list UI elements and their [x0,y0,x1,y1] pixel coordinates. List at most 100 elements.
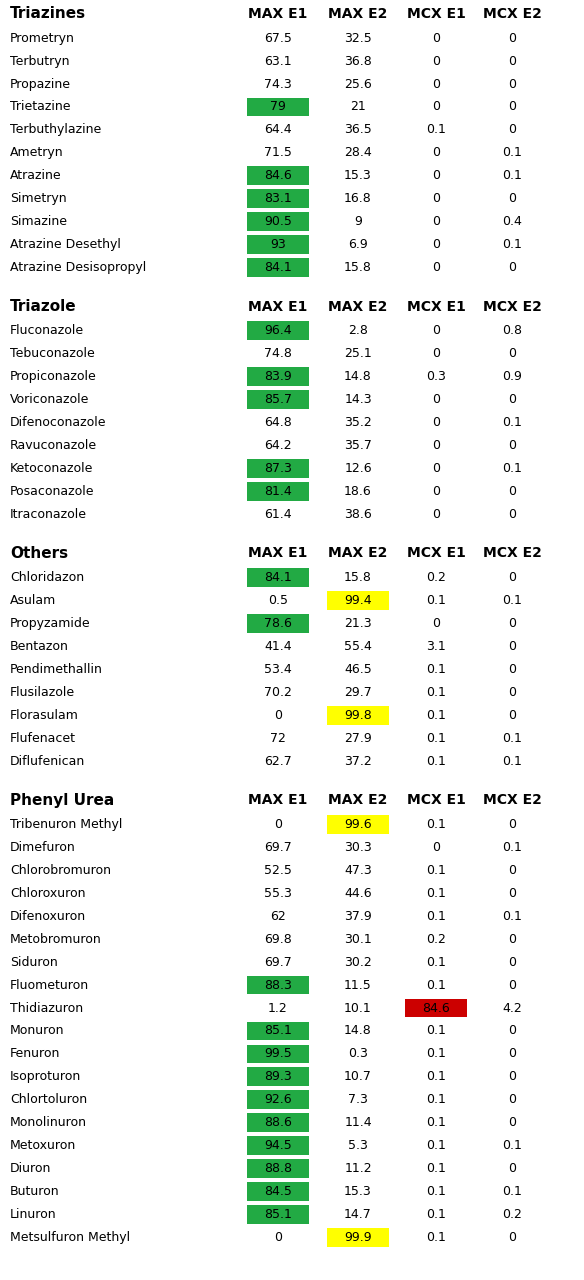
Text: Buturon: Buturon [10,1185,60,1198]
Bar [247,1206,309,1224]
Text: Isoproturon: Isoproturon [10,1070,81,1083]
Text: 0.3: 0.3 [426,370,446,383]
Text: 15.3: 15.3 [344,169,372,182]
Text: 99.6: 99.6 [344,818,372,831]
Bar [247,390,309,410]
Text: 0: 0 [432,192,440,205]
Text: 83.9: 83.9 [264,370,292,383]
Text: Terbutryn: Terbutryn [10,55,69,68]
Bar [327,591,389,611]
Text: MCX E1: MCX E1 [406,300,465,314]
Text: 0.1: 0.1 [426,594,446,607]
Bar [247,614,309,632]
Text: 28.4: 28.4 [344,146,372,160]
Text: 0: 0 [508,439,516,452]
Text: 84.5: 84.5 [264,1185,292,1198]
Text: MAX E1: MAX E1 [248,547,308,561]
Text: 0: 0 [508,640,516,653]
Text: 62: 62 [270,910,286,923]
Text: Metoxuron: Metoxuron [10,1139,77,1152]
Text: 0.1: 0.1 [426,1116,446,1129]
Text: 4.2: 4.2 [502,1001,522,1015]
Text: Others: Others [10,547,68,561]
Text: 0: 0 [432,324,440,338]
Text: 0: 0 [508,1116,516,1129]
Text: 62.7: 62.7 [264,755,292,768]
Text: 69.7: 69.7 [264,956,292,969]
Text: 69.8: 69.8 [264,933,292,946]
Text: 0.1: 0.1 [426,887,446,900]
Text: 0.1: 0.1 [502,732,522,745]
Text: 11.2: 11.2 [344,1162,372,1175]
Text: 70.2: 70.2 [264,686,292,699]
Text: 0: 0 [432,32,440,45]
Text: 0: 0 [508,663,516,676]
Text: 21.3: 21.3 [344,617,372,630]
Text: 0.1: 0.1 [426,956,446,969]
Bar [247,1183,309,1201]
Bar [405,998,467,1018]
Text: 0.1: 0.1 [426,864,446,877]
Text: 84.6: 84.6 [422,1001,450,1015]
Text: Tebuconazole: Tebuconazole [10,347,95,360]
Text: 37.2: 37.2 [344,755,372,768]
Text: Flufenacet: Flufenacet [10,732,76,745]
Text: 0: 0 [432,617,440,630]
Text: Atrazine Desethyl: Atrazine Desethyl [10,238,121,251]
Text: Flusilazole: Flusilazole [10,686,75,699]
Text: 88.6: 88.6 [264,1116,292,1129]
Text: 64.8: 64.8 [264,416,292,429]
Text: MCX E1: MCX E1 [406,794,465,808]
Text: 0: 0 [508,864,516,877]
Text: 10.7: 10.7 [344,1070,372,1083]
Text: Diuron: Diuron [10,1162,51,1175]
Text: 0: 0 [432,55,440,68]
Text: 41.4: 41.4 [264,640,292,653]
Bar [327,1228,389,1247]
Text: 11.4: 11.4 [344,1116,372,1129]
Text: 0: 0 [432,508,440,521]
Text: Triazines: Triazines [10,6,86,22]
Text: MAX E2: MAX E2 [328,547,388,561]
Text: 52.5: 52.5 [264,864,292,877]
Text: 14.8: 14.8 [344,370,372,383]
Text: 14.7: 14.7 [344,1208,372,1221]
Text: Ravuconazole: Ravuconazole [10,439,97,452]
Text: MCX E2: MCX E2 [482,794,541,808]
Bar [247,1021,309,1041]
Text: 16.8: 16.8 [344,192,372,205]
Text: 32.5: 32.5 [344,32,372,45]
Bar [247,460,309,477]
Text: 90.5: 90.5 [264,215,292,228]
Text: 78.6: 78.6 [264,617,292,630]
Text: 0.1: 0.1 [502,416,522,429]
Text: Propazine: Propazine [10,78,71,91]
Text: 0: 0 [508,978,516,992]
Text: Asulam: Asulam [10,594,56,607]
Text: 0: 0 [508,1093,516,1106]
Text: Itraconazole: Itraconazole [10,508,87,521]
Text: Chloridazon: Chloridazon [10,571,84,584]
Text: MAX E1: MAX E1 [248,794,308,808]
Text: Pendimethallin: Pendimethallin [10,663,103,676]
Text: 35.2: 35.2 [344,416,372,429]
Text: 38.6: 38.6 [344,508,372,521]
Text: 0: 0 [508,887,516,900]
Text: MAX E2: MAX E2 [328,6,388,20]
Text: 0.1: 0.1 [502,169,522,182]
Bar [247,166,309,186]
Text: Diflufenican: Diflufenican [10,755,85,768]
Text: Bentazon: Bentazon [10,640,69,653]
Text: Triazole: Triazole [10,300,77,314]
Text: 0.1: 0.1 [502,1139,522,1152]
Text: MAX E2: MAX E2 [328,794,388,808]
Text: 0: 0 [432,416,440,429]
Text: 0: 0 [508,709,516,722]
Text: Linuron: Linuron [10,1208,57,1221]
Text: 0.1: 0.1 [426,818,446,831]
Text: 0.1: 0.1 [426,1070,446,1083]
Text: 0.1: 0.1 [426,1185,446,1198]
Text: 0: 0 [508,617,516,630]
Text: 1.2: 1.2 [268,1001,288,1015]
Text: 14.8: 14.8 [344,1024,372,1038]
